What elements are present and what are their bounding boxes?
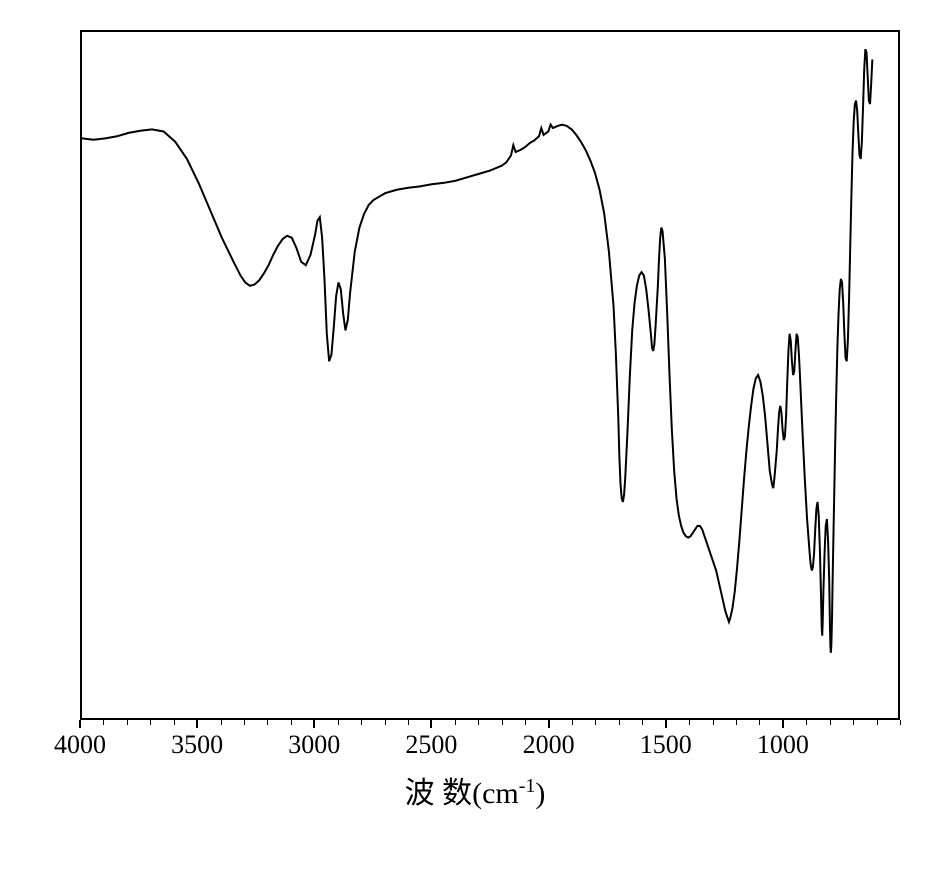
x-tick-minor xyxy=(408,720,409,725)
plot-area xyxy=(80,30,900,720)
x-tick-minor xyxy=(830,720,831,725)
x-tick-minor xyxy=(150,720,151,725)
x-tick-minor xyxy=(221,720,222,725)
x-tick-major xyxy=(430,720,432,728)
x-tick-major xyxy=(79,720,81,728)
x-axis-title: 波 数(cm-1) xyxy=(40,768,910,812)
x-tick-label: 2500 xyxy=(405,730,457,760)
x-tick-minor xyxy=(291,720,292,725)
x-tick-minor xyxy=(736,720,737,725)
x-axis-title-exp: -1 xyxy=(519,775,536,797)
x-tick-minor xyxy=(244,720,245,725)
x-tick-minor xyxy=(572,720,573,725)
x-tick-minor xyxy=(806,720,807,725)
x-tick-label: 2000 xyxy=(523,730,575,760)
x-axis-title-unit-open: (cm xyxy=(472,777,519,810)
x-tick-minor xyxy=(877,720,878,725)
x-tick-minor xyxy=(853,720,854,725)
x-axis-title-prefix: 波 数 xyxy=(405,777,473,810)
x-tick-minor xyxy=(900,720,901,725)
spectrum-line xyxy=(82,32,898,718)
x-tick-minor xyxy=(502,720,503,725)
x-tick-major xyxy=(313,720,315,728)
x-axis-ticks xyxy=(80,720,900,730)
x-tick-minor xyxy=(103,720,104,725)
x-tick-minor xyxy=(338,720,339,725)
x-axis-title-unit-close: ) xyxy=(535,777,545,810)
ir-spectrum-chart: 4000350030002500200015001000 波 数(cm-1) xyxy=(40,20,910,770)
x-tick-minor xyxy=(385,720,386,725)
x-tick-minor xyxy=(478,720,479,725)
x-tick-minor xyxy=(642,720,643,725)
x-tick-minor xyxy=(689,720,690,725)
x-tick-label: 4000 xyxy=(54,730,106,760)
x-tick-minor xyxy=(759,720,760,725)
x-tick-minor xyxy=(267,720,268,725)
x-tick-minor xyxy=(174,720,175,725)
x-tick-minor xyxy=(595,720,596,725)
x-tick-minor xyxy=(361,720,362,725)
x-tick-minor xyxy=(455,720,456,725)
x-tick-minor xyxy=(713,720,714,725)
x-tick-minor xyxy=(619,720,620,725)
x-tick-major xyxy=(196,720,198,728)
x-tick-major xyxy=(665,720,667,728)
x-tick-label: 3500 xyxy=(171,730,223,760)
x-tick-minor xyxy=(525,720,526,725)
x-tick-label: 1000 xyxy=(757,730,809,760)
x-tick-label: 1500 xyxy=(640,730,692,760)
x-tick-major xyxy=(782,720,784,728)
x-tick-major xyxy=(548,720,550,728)
x-axis-labels: 4000350030002500200015001000 xyxy=(80,730,900,760)
x-tick-minor xyxy=(127,720,128,725)
x-tick-label: 3000 xyxy=(288,730,340,760)
